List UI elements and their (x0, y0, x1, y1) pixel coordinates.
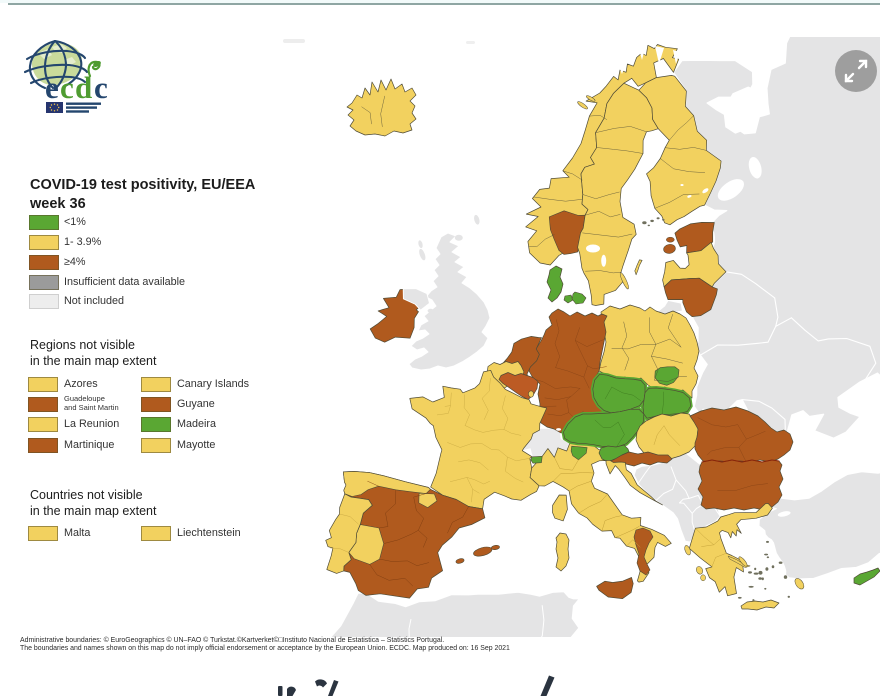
svg-text:c: c (60, 70, 74, 105)
svg-text:e: e (45, 70, 59, 105)
svg-text:c: c (94, 70, 108, 105)
svg-text:d: d (75, 70, 92, 105)
